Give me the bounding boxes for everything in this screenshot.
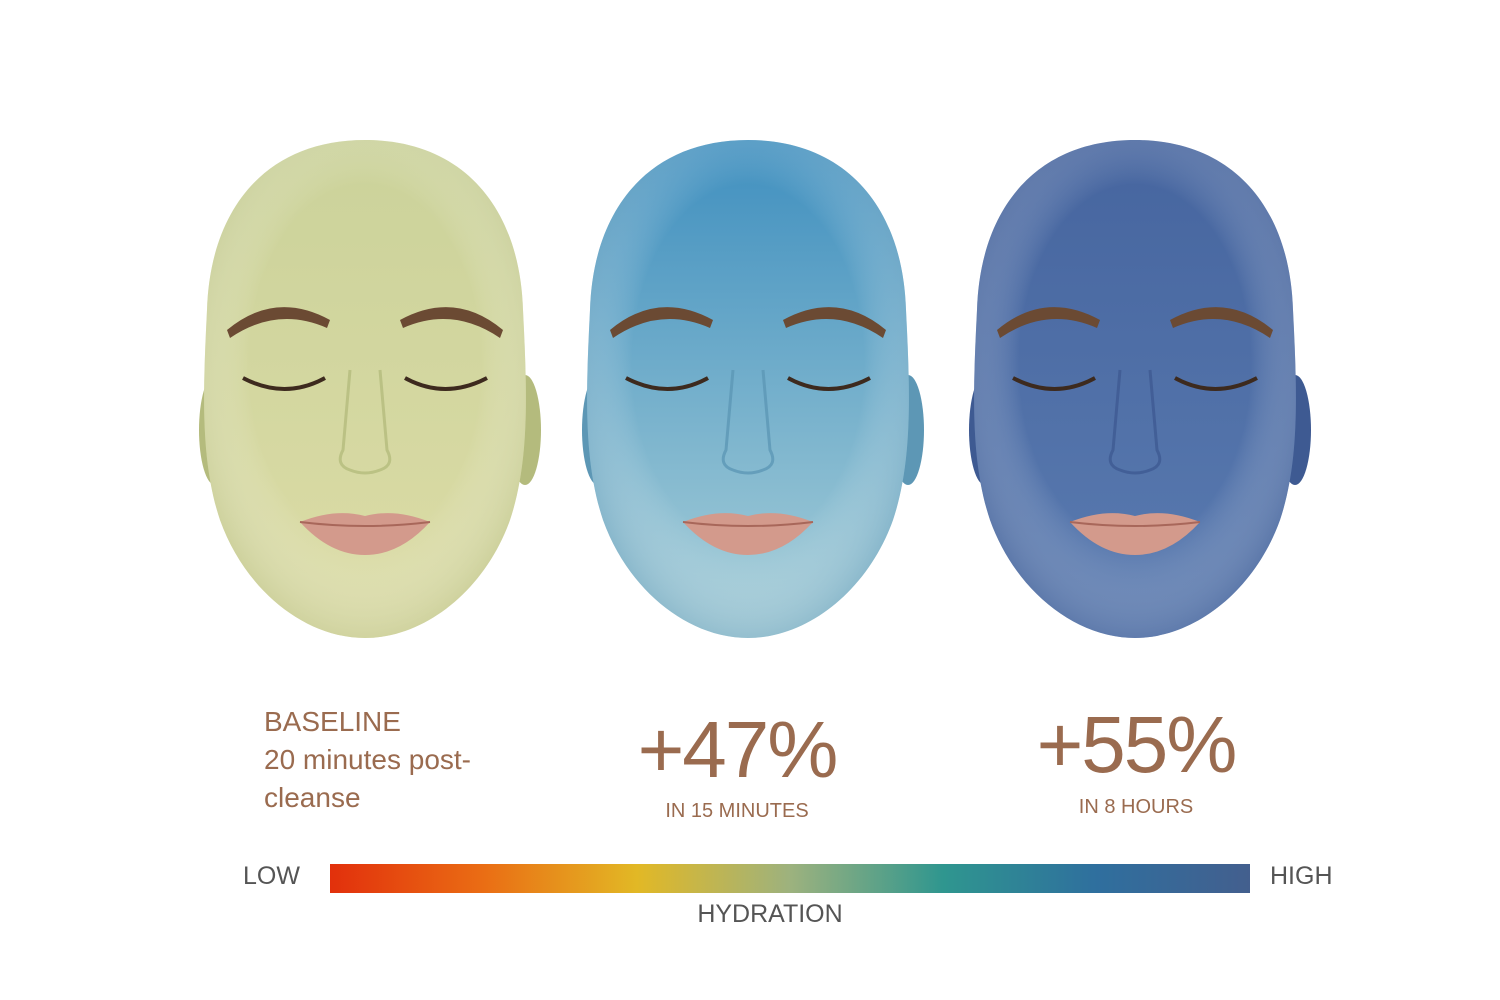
result-15min-caption: IN 15 MINUTES [665,800,809,822]
left-eyebrow-icon [997,307,1100,338]
scale-title: HYDRATION [697,900,843,928]
left-closed-eye-icon [1012,376,1096,391]
left-eyebrow-icon [227,307,330,338]
right-eyebrow-icon [783,307,886,338]
right-eyebrow-icon [400,307,503,338]
scale-low-label: LOW [243,862,300,890]
left-closed-eye-icon [625,376,709,391]
baseline-label: BASELINE 20 minutes post- cleanse [264,703,471,817]
baseline-title: BASELINE [264,706,401,737]
left-closed-eye-icon [242,376,326,391]
lips-icon [683,513,813,555]
face-15-minutes [568,130,928,650]
face-8-hours [955,130,1315,650]
nose-icon [721,369,775,475]
scale-high-label: HIGH [1270,862,1333,890]
right-closed-eye-icon [404,376,488,391]
right-closed-eye-icon [787,376,871,391]
left-eyebrow-icon [610,307,713,338]
lips-icon [300,513,430,555]
hydration-gradient-bar [330,864,1250,893]
nose-icon [1108,369,1162,475]
baseline-description-line2: cleanse [264,782,361,813]
result-8h-caption: IN 8 HOURS [1078,796,1194,818]
baseline-description-line1: 20 minutes post- [264,744,471,775]
lips-icon [1070,513,1200,555]
nose-icon [338,369,392,475]
right-eyebrow-icon [1170,307,1273,338]
result-8h-value: +55% [1036,700,1238,789]
face-baseline [185,130,545,650]
result-15min-value: +47% [637,705,839,794]
right-closed-eye-icon [1174,376,1258,391]
